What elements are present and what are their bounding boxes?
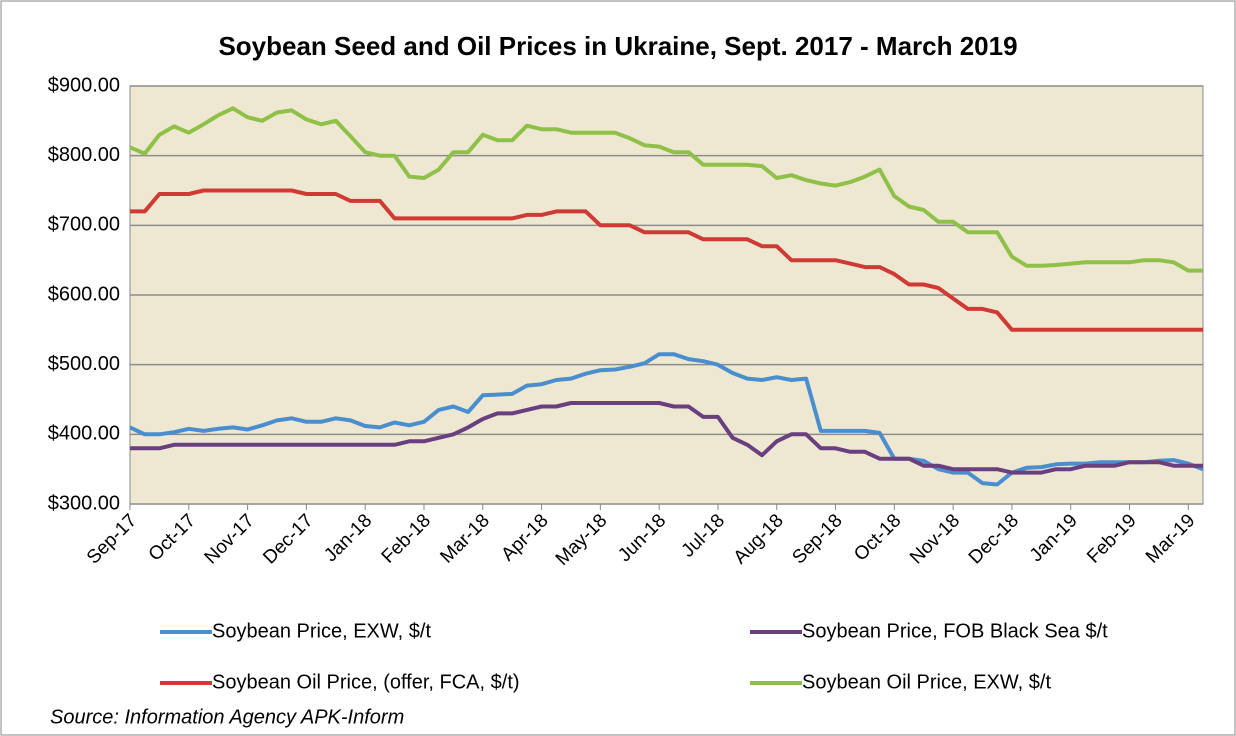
- chart-title: Soybean Seed and Oil Prices in Ukraine, …: [218, 31, 1017, 61]
- source-note: Source: Information Agency APK-Inform: [50, 706, 404, 728]
- legend-label: Soybean Oil Price, (offer, FCA, $/t): [212, 671, 520, 693]
- legend-label: Soybean Oil Price, EXW, $/t: [802, 671, 1051, 693]
- y-tick-label: $900.00: [48, 74, 120, 96]
- y-tick-label: $300.00: [48, 492, 120, 514]
- series-line: [130, 401, 1203, 475]
- series-line: [129, 106, 1203, 273]
- y-tick-label: $800.00: [48, 144, 120, 166]
- series-line: [130, 188, 1203, 332]
- y-tick-label: $700.00: [48, 214, 120, 236]
- y-tick-label: $400.00: [48, 423, 120, 445]
- y-tick-label: $600.00: [48, 283, 120, 305]
- legend-label: Soybean Price, FOB Black Sea $/t: [802, 620, 1108, 642]
- series-line: [129, 352, 1204, 487]
- y-tick-label: $500.00: [48, 353, 120, 375]
- legend-label: Soybean Price, EXW, $/t: [212, 620, 431, 642]
